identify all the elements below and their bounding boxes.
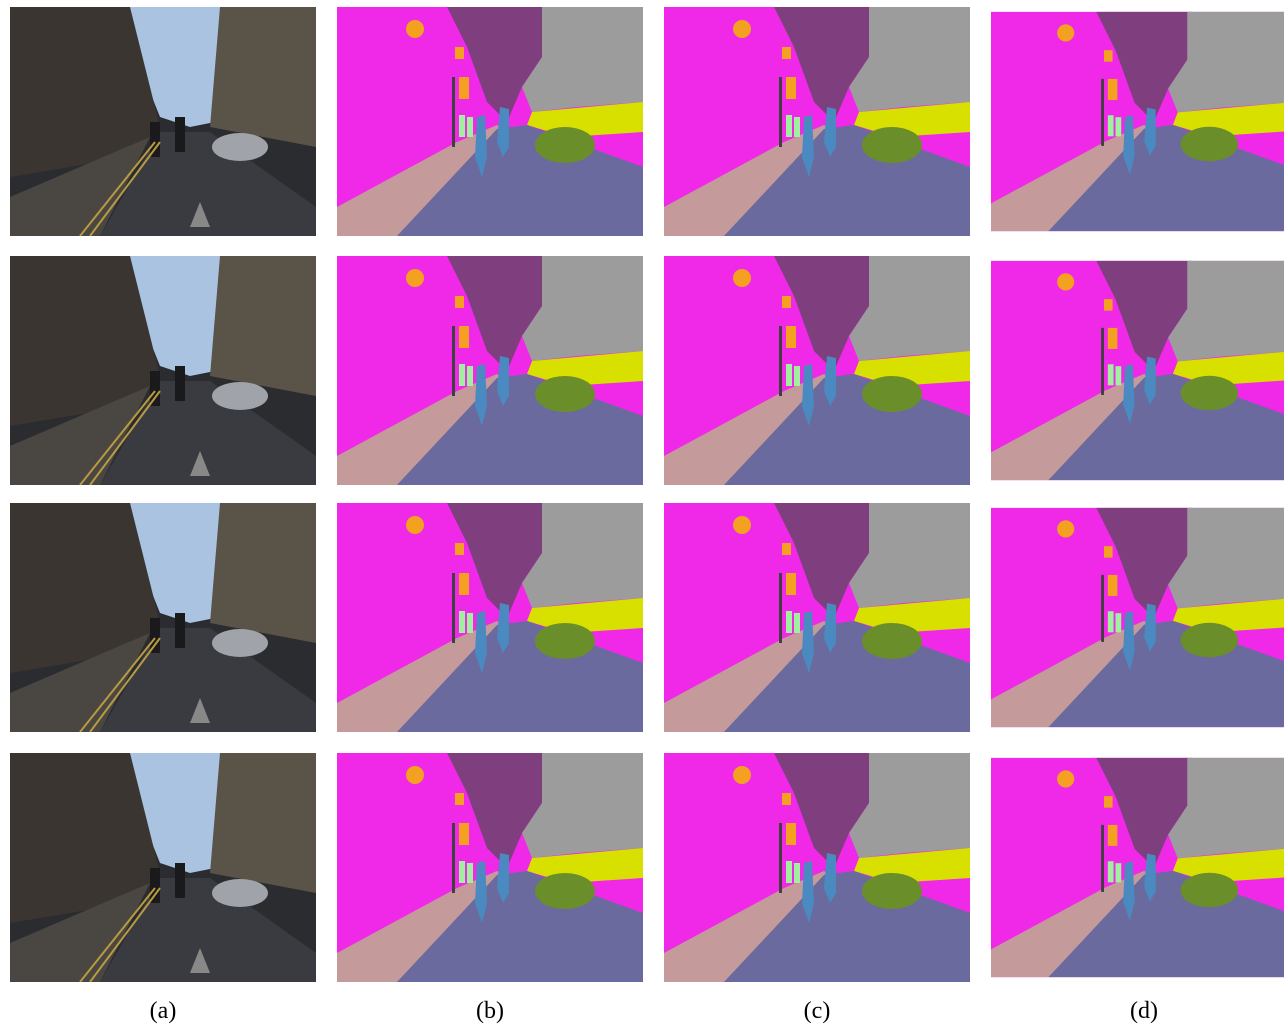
caption: (d) (1130, 998, 1158, 1024)
caption: (b) (476, 998, 504, 1024)
figure: (a) (b) (c) (d) (0, 0, 1284, 1029)
segmentation-map (664, 753, 970, 982)
segmentation-map (664, 503, 970, 732)
captions: (a) (b) (c) (d) (150, 998, 1158, 1024)
caption: (a) (150, 998, 177, 1024)
segmentation-map (664, 7, 970, 236)
segmentation-map (991, 508, 1284, 727)
street-photo (10, 256, 316, 485)
street-photo (10, 7, 316, 236)
segmentation-map (337, 503, 643, 732)
segmentation-map (664, 256, 970, 485)
segmentation-map (337, 753, 643, 982)
segmentation-map (991, 758, 1284, 977)
caption: (c) (804, 998, 831, 1024)
street-photo (10, 503, 316, 732)
image-grid (10, 7, 1284, 982)
segmentation-map (991, 12, 1284, 231)
segmentation-map (337, 7, 643, 236)
street-photo (10, 753, 316, 982)
segmentation-map (337, 256, 643, 485)
segmentation-map (991, 261, 1284, 480)
